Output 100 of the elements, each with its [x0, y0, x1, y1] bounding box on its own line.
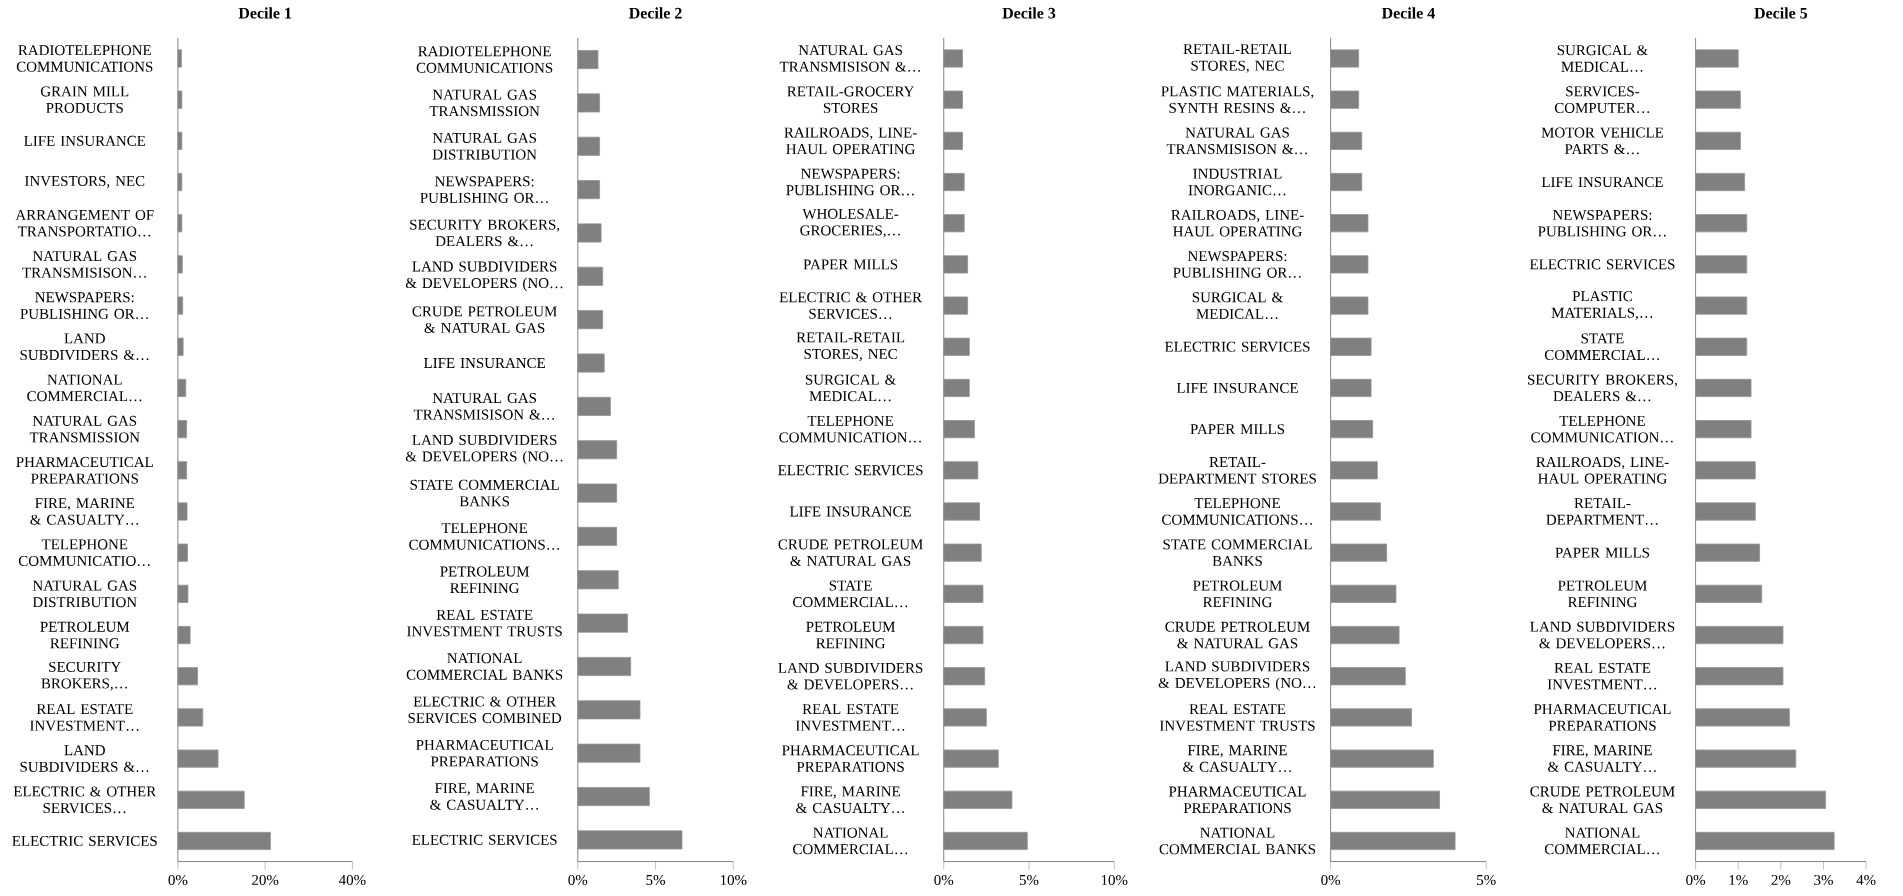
bar: [177, 708, 204, 727]
y-tick-label: ELECTRIC SERVICES: [1165, 341, 1310, 352]
bar: [943, 49, 963, 68]
bar: [577, 93, 600, 113]
x-tick-label: 0%: [1321, 874, 1341, 885]
bar: [577, 786, 650, 806]
bar: [177, 172, 183, 191]
y-tick-label: SURGICAL & MEDICAL…: [805, 374, 897, 402]
y-tick-label: CRUDE PETROLEUM & NATURAL GAS: [778, 539, 923, 566]
x-tick-label: 0%: [934, 874, 954, 885]
y-tick-label: NEWSPAPERS: PUBLISHING OR…: [1538, 209, 1666, 237]
bar: [577, 656, 632, 676]
bar: [1330, 296, 1369, 315]
x-tick-label: 1%: [1729, 874, 1748, 885]
bar: [577, 49, 599, 69]
bar: [177, 255, 183, 274]
y-tick-label: INDUSTRIAL INORGANIC…: [1188, 168, 1286, 196]
y-tick-label: NATIONAL COMMERCIAL…: [1544, 827, 1660, 855]
bar: [1330, 666, 1406, 686]
bar: [1695, 378, 1752, 397]
y-tick-label: NATIONAL COMMERCIAL BANKS: [1159, 827, 1316, 855]
bar: [943, 584, 984, 603]
bar: [1330, 502, 1381, 521]
y-tick-label: SURGICAL & MEDICAL…: [1557, 44, 1648, 72]
y-tick-label: LIFE INSURANCE: [789, 506, 911, 517]
bar: [1330, 708, 1412, 727]
bar: [577, 440, 618, 460]
y-tick-label: LIFE INSURANCE: [24, 135, 146, 146]
bar: [1695, 749, 1797, 768]
y-tick-label: RETAIL-GROCERY STORES: [787, 86, 915, 113]
x-tick-label: 5%: [1477, 874, 1496, 885]
y-tick-label: NATURAL GAS TRANSMISSION: [29, 415, 140, 443]
y-tick-label: CRUDE PETROLEUM & NATURAL GAS: [1530, 786, 1675, 813]
y-tick-label: PLASTIC MATERIALS,…: [1551, 291, 1653, 320]
y-tick-label: ELECTRIC SERVICES: [12, 835, 157, 846]
y-tick-label: NATIONAL COMMERCIAL BANKS: [406, 652, 563, 680]
bar: [177, 49, 182, 68]
bar: [177, 296, 184, 315]
y-tick-label: FIRE, MARINE & CASUALTY…: [796, 786, 904, 813]
bar: [577, 570, 619, 590]
bar: [1695, 543, 1760, 562]
y-tick-label: SECURITY BROKERS, DEALERS &…: [410, 219, 560, 247]
y-tick-label: RETAIL-RETAIL STORES, NEC: [1183, 43, 1292, 73]
y-tick-label: ELECTRIC & OTHER SERVICES COMBINED: [408, 696, 562, 723]
y-tick-label: CRUDE PETROLEUM & NATURAL GAS: [412, 306, 557, 333]
y-tick-label: REAL ESTATE INVESTMENT…: [30, 703, 139, 731]
chart-title: Decile 5: [1754, 7, 1808, 19]
y-tick-label: PHARMACEUTICAL PREPARATIONS: [1533, 703, 1671, 731]
y-tick-label: PAPER MILLS: [1190, 423, 1285, 434]
bar: [1330, 213, 1369, 233]
bar: [177, 625, 191, 644]
y-tick-label: NEWSPAPERS: PUBLISHING OR…: [420, 176, 548, 203]
bar: [577, 483, 618, 503]
bar: [177, 831, 271, 850]
y-tick-label: PHARMACEUTICAL PREPARATIONS: [416, 739, 553, 767]
bar: [1695, 831, 1835, 850]
bar: [1330, 90, 1360, 109]
y-tick-label: PETROLEUM REFINING: [440, 566, 530, 593]
bar: [1330, 419, 1374, 438]
bar: [577, 223, 602, 243]
y-tick-label: LAND SUBDIVIDERS &…: [20, 333, 149, 360]
bar: [177, 749, 219, 768]
bar: [943, 543, 982, 562]
bar: [943, 131, 963, 150]
bar: [943, 255, 969, 274]
bar: [943, 172, 965, 191]
bar: [1695, 337, 1748, 356]
y-tick-label: TELEPHONE COMMUNICATIONS…: [409, 522, 560, 550]
y-tick-label: MOTOR VEHICLE PARTS &…: [1541, 127, 1664, 154]
bar: [177, 90, 183, 109]
bar: [577, 309, 604, 329]
y-tick-label: GRAIN MILL PRODUCTS: [40, 86, 129, 113]
bar: [943, 419, 975, 438]
y-tick-label: SERVICES-COMPUTER…: [1554, 86, 1650, 113]
x-tick-label: 4%: [1856, 874, 1876, 885]
bar: [943, 90, 963, 109]
bar: [943, 790, 1013, 809]
y-tick-label: SECURITY BROKERS, DEALERS &…: [1528, 374, 1677, 402]
y-tick-label: LIFE INSURANCE: [1541, 176, 1663, 187]
y-tick-label: PAPER MILLS: [803, 259, 898, 270]
y-tick-label: TELEPHONE COMMUNICATION…: [779, 415, 921, 443]
bar: [577, 743, 641, 763]
bar: [943, 708, 987, 727]
x-tick-label: 0%: [168, 874, 188, 885]
chart-title: Decile 4: [1381, 7, 1435, 19]
y-tick-label: REAL ESTATE INVESTMENT TRUSTS: [407, 609, 562, 637]
bar: [177, 337, 184, 356]
y-tick-label: LAND SUBDIVIDERS &…: [20, 745, 149, 772]
bar: [1695, 666, 1784, 686]
bar: [1695, 708, 1790, 727]
bar: [1330, 172, 1363, 191]
y-tick-label: CRUDE PETROLEUM & NATURAL GAS: [1165, 621, 1310, 649]
y-tick-label: RADIOTELEPHONE COMMUNICATIONS: [416, 46, 553, 73]
y-tick-label: NATURAL GAS TRANSMISISON &…: [779, 44, 921, 72]
bar: [577, 266, 604, 286]
bar: [577, 526, 618, 546]
y-tick-label: RETAIL-RETAIL STORES, NEC: [796, 332, 905, 361]
bar: [177, 584, 189, 603]
bar: [577, 700, 641, 720]
bar: [177, 213, 183, 233]
